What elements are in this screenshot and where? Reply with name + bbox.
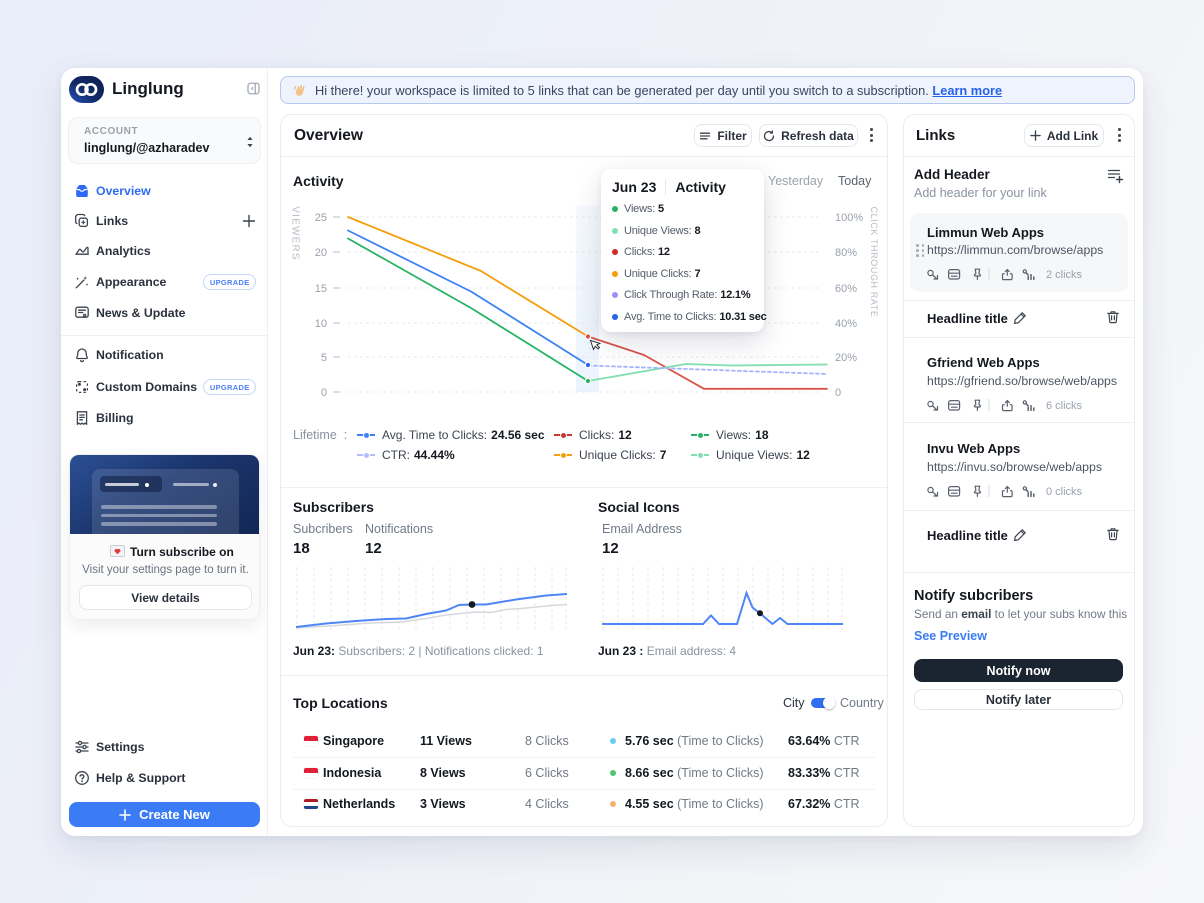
svg-text:20: 20 (315, 247, 327, 259)
svg-text:25: 25 (315, 212, 327, 224)
svg-text:60%: 60% (835, 283, 857, 295)
svg-text:100%: 100% (835, 212, 863, 224)
svg-text:20%: 20% (835, 352, 857, 364)
svg-text:0: 0 (321, 387, 327, 399)
svg-text:5: 5 (321, 352, 327, 364)
svg-text:80%: 80% (835, 247, 857, 259)
svg-text:10: 10 (315, 318, 327, 330)
svg-text:40%: 40% (835, 318, 857, 330)
svg-text:0: 0 (835, 387, 841, 399)
svg-text:15: 15 (315, 283, 327, 295)
